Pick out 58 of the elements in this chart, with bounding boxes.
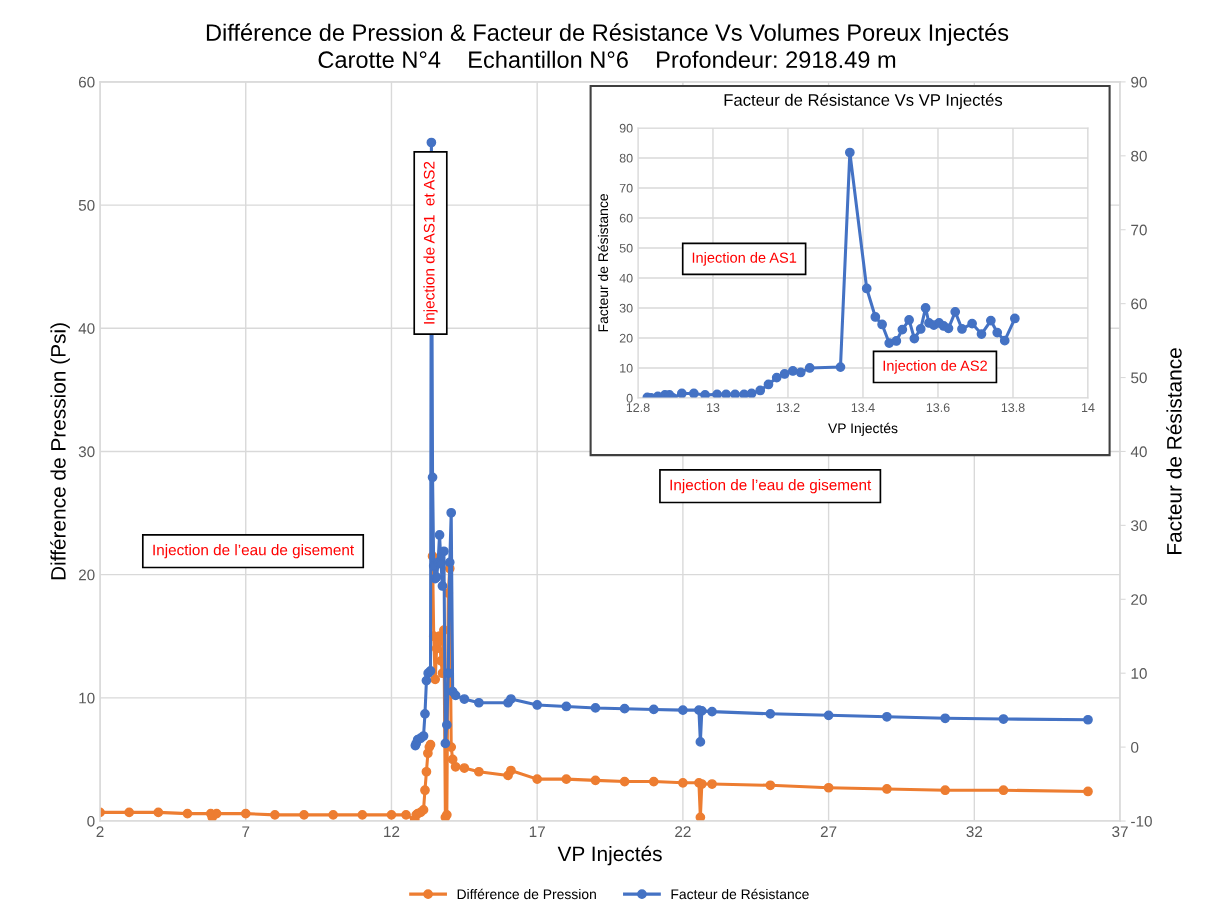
chart-title: Facteur de Résistance Vs VP Injectés bbox=[724, 93, 1003, 110]
y2-tick-label: 0 bbox=[1131, 741, 1139, 753]
x-tick-label: 13.6 bbox=[926, 403, 950, 413]
y-tick-label: 50 bbox=[619, 243, 633, 253]
y-tick-label: 50 bbox=[78, 199, 95, 211]
x-tick-label: 37 bbox=[1112, 826, 1128, 838]
x-tick-label: 32 bbox=[966, 826, 983, 838]
x-tick-label: 12.8 bbox=[626, 403, 650, 413]
y-tick-label: 60 bbox=[619, 213, 633, 223]
y-tick-label: 20 bbox=[619, 333, 633, 343]
y2-tick-label: 90 bbox=[1131, 76, 1147, 88]
y2-axis-title: Facteur de Résistance bbox=[1166, 348, 1182, 554]
x-tick-label: 13.2 bbox=[776, 403, 800, 413]
chart-subtitle: Carotte N°4 Echantillon N°6 Profondeur: 2918.49 m bbox=[318, 50, 896, 69]
x-axis-title: VP Injectés bbox=[557, 845, 662, 866]
y-tick-label: 70 bbox=[619, 183, 633, 193]
y-tick-label: 60 bbox=[78, 76, 95, 88]
y-tick-label: 10 bbox=[620, 363, 633, 373]
x-tick-label: 13.4 bbox=[851, 403, 875, 413]
y-tick-label: 10 bbox=[79, 692, 95, 704]
y2-tick-label: 10 bbox=[1131, 668, 1147, 679]
y-tick-label: 30 bbox=[78, 446, 95, 458]
x-tick-label: 22 bbox=[675, 826, 691, 837]
x-tick-label: 27 bbox=[820, 826, 837, 837]
x-tick-label: 17 bbox=[529, 826, 545, 837]
y2-tick-label: -10 bbox=[1131, 815, 1152, 827]
y-tick-label: 0 bbox=[87, 815, 95, 827]
x-tick-label: 2 bbox=[96, 826, 104, 837]
y2-tick-label: 30 bbox=[1131, 520, 1147, 532]
y-axis-title: Facteur de Résistance bbox=[597, 194, 609, 332]
y2-tick-label: 70 bbox=[1131, 224, 1147, 236]
chart-title: Différence de Pression & Facteur de Résistance Vs Volumes Poreux Injectés bbox=[206, 23, 1009, 46]
annotation: Injection de AS2 bbox=[883, 360, 987, 374]
annotation: Injection de l’eau de gisement bbox=[153, 544, 354, 559]
legend-label: Facteur de Résistance bbox=[671, 888, 809, 900]
y-tick-label: 0 bbox=[626, 393, 633, 403]
y-tick-label: 80 bbox=[619, 153, 633, 163]
annotation: Injection de AS1 bbox=[692, 252, 797, 266]
y2-tick-label: 40 bbox=[1130, 446, 1147, 458]
x-tick-label: 13 bbox=[706, 403, 720, 413]
y2-tick-label: 80 bbox=[1131, 150, 1147, 162]
y2-tick-label: 20 bbox=[1131, 594, 1147, 605]
x-tick-label: 12 bbox=[384, 826, 400, 837]
y2-tick-label: 50 bbox=[1131, 372, 1147, 384]
y-tick-label: 40 bbox=[619, 273, 633, 283]
x-tick-label: 14 bbox=[1081, 403, 1095, 412]
x-axis-title: VP Injectés bbox=[828, 422, 898, 436]
y-tick-label: 20 bbox=[78, 569, 95, 581]
y2-tick-label: 60 bbox=[1131, 298, 1147, 310]
annotation: Injection de AS1 et AS2 bbox=[423, 161, 438, 324]
y-axis-title: Différence de Pression (Psi) bbox=[50, 323, 70, 580]
x-tick-label: 7 bbox=[242, 826, 250, 837]
x-tick-label: 13.8 bbox=[1001, 403, 1025, 413]
y-tick-label: 90 bbox=[619, 123, 633, 133]
annotation: Injection de l’eau de gisement bbox=[670, 479, 872, 494]
y-tick-label: 40 bbox=[78, 323, 95, 334]
legend-label: Différence de Pression bbox=[457, 888, 596, 900]
y-tick-label: 30 bbox=[619, 303, 633, 313]
